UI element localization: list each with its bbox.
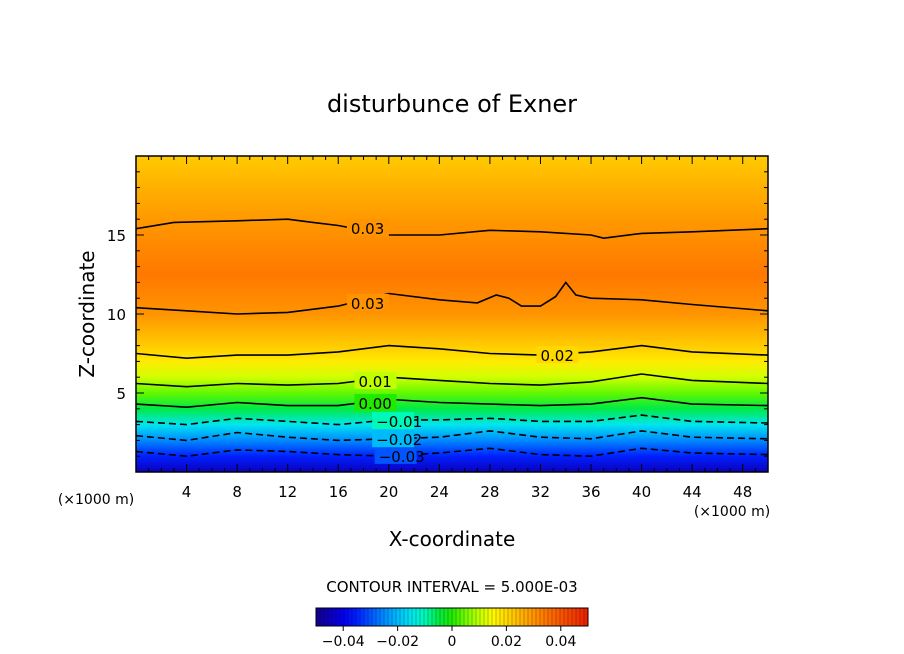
contour-label: −0.01 bbox=[376, 413, 422, 431]
x-unit-left: (×1000 m) bbox=[58, 492, 134, 508]
contour-interval-note: CONTOUR INTERVAL = 5.000E-03 bbox=[326, 578, 577, 596]
x-tick-label: 28 bbox=[480, 483, 499, 501]
contour-label-bg bbox=[372, 412, 415, 430]
x-tick-label: 16 bbox=[329, 483, 348, 501]
contour-label: −0.03 bbox=[379, 448, 425, 466]
contour-label: 0.03 bbox=[351, 220, 384, 238]
x-unit-right: (×1000 m) bbox=[694, 504, 770, 520]
colorbar-tick-label: −0.04 bbox=[322, 634, 365, 650]
x-tick-label: 8 bbox=[232, 483, 242, 501]
contour-line bbox=[136, 414, 768, 426]
colorbar-ticks: −0.04 −0.02 0 0.02 0.04 bbox=[322, 626, 576, 650]
x-tick-label: 4 bbox=[182, 483, 192, 501]
x-axis-label: X-coordinate bbox=[389, 527, 516, 551]
plot-area bbox=[136, 156, 768, 472]
contour-label-bg bbox=[536, 346, 579, 364]
contour-line bbox=[136, 373, 768, 388]
contour-label: 0.03 bbox=[351, 295, 384, 313]
y-axis-label: Z-coordinate bbox=[75, 250, 99, 377]
contour-line bbox=[136, 396, 768, 409]
contour-line bbox=[136, 218, 768, 240]
contour-label: 0.02 bbox=[540, 347, 573, 365]
colorbar-stripes bbox=[319, 608, 585, 626]
contour-lines bbox=[136, 218, 768, 458]
contour-label: 0.00 bbox=[358, 395, 391, 413]
colorbar bbox=[316, 608, 588, 626]
contour-label: 0.01 bbox=[358, 373, 391, 391]
contour-label-bg bbox=[372, 430, 415, 448]
contour-line bbox=[136, 447, 768, 458]
y-axis-ticks: 5 10 15 bbox=[107, 171, 768, 457]
x-tick-label: 32 bbox=[531, 483, 550, 501]
x-tick-label: 20 bbox=[379, 483, 398, 501]
colorbar-tick-label: 0 bbox=[448, 634, 457, 650]
x-tick-label: 36 bbox=[581, 483, 600, 501]
y-tick-label: 5 bbox=[116, 385, 126, 403]
x-tick-label: 44 bbox=[683, 483, 702, 501]
x-tick-label: 40 bbox=[632, 483, 651, 501]
contour-line bbox=[136, 281, 768, 315]
colorbar-tick-label: −0.02 bbox=[376, 634, 419, 650]
chart-title: disturbunce of Exner bbox=[327, 90, 577, 118]
contour-label: −0.02 bbox=[376, 431, 422, 449]
contour-label-bg bbox=[374, 446, 417, 464]
colorbar-tick-label: 0.02 bbox=[491, 634, 522, 650]
contour-line bbox=[136, 430, 768, 442]
x-tick-label: 24 bbox=[430, 483, 449, 501]
x-tick-label: 48 bbox=[733, 483, 752, 501]
contour-label-bg bbox=[354, 371, 397, 389]
contour-label-bg bbox=[346, 218, 389, 236]
contour-label-bg bbox=[354, 394, 397, 412]
x-tick-label: 12 bbox=[278, 483, 297, 501]
colorbar-tick-label: 0.04 bbox=[545, 634, 576, 650]
contour-labels: −0.03−0.02−0.010.00 0.01 0.02 0.03 0.03 bbox=[346, 218, 579, 466]
contour-label-bg bbox=[346, 293, 389, 311]
contour-line bbox=[136, 344, 768, 360]
y-tick-label: 10 bbox=[107, 306, 126, 324]
x-axis-ticks: 4 8 12 16 20 24 28 32 36 40 44 48 bbox=[148, 156, 756, 501]
y-tick-label: 15 bbox=[107, 227, 126, 245]
